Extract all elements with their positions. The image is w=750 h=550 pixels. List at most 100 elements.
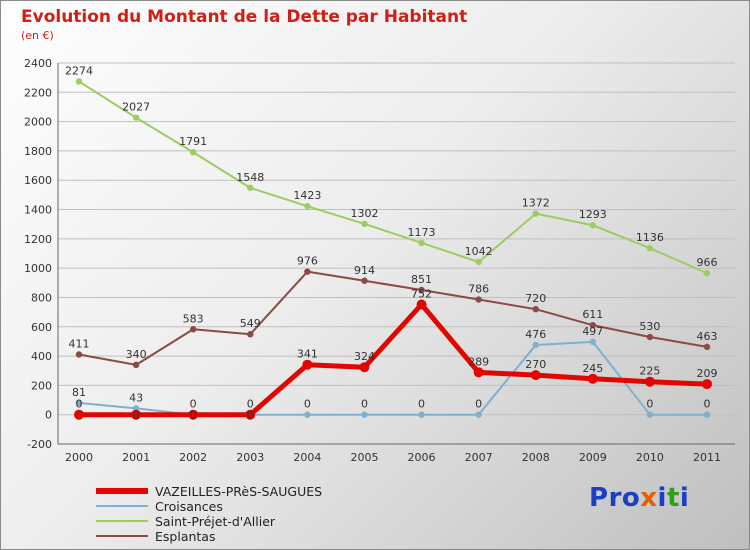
data-point xyxy=(359,362,370,373)
data-point xyxy=(416,299,427,310)
data-point xyxy=(302,359,313,370)
data-point xyxy=(475,258,482,266)
data-label: 0 xyxy=(190,409,197,422)
y-tick-label: 400 xyxy=(31,350,52,363)
data-point xyxy=(703,269,711,277)
x-tick-label: 2004 xyxy=(293,451,321,464)
data-label: 0 xyxy=(646,398,653,411)
data-label: 0 xyxy=(475,398,482,411)
data-label: 752 xyxy=(411,287,432,300)
data-label: 324 xyxy=(354,350,375,363)
data-label: 270 xyxy=(525,358,546,371)
data-label: 0 xyxy=(704,398,711,411)
data-point xyxy=(473,367,484,378)
data-point xyxy=(132,114,140,121)
logo-letter: r xyxy=(608,483,622,513)
data-label: 81 xyxy=(72,386,86,399)
data-point xyxy=(304,268,311,275)
data-label: 0 xyxy=(304,398,311,411)
series-line-2 xyxy=(78,80,708,275)
x-tick-label: 2001 xyxy=(122,451,150,464)
series-line-0 xyxy=(76,301,710,418)
data-point xyxy=(361,220,368,228)
logo-letter: i xyxy=(679,483,690,513)
data-point xyxy=(587,373,598,384)
data-point xyxy=(646,245,654,252)
x-tick-label: 2002 xyxy=(179,451,207,464)
data-point xyxy=(532,341,539,349)
data-label: 209 xyxy=(697,367,718,380)
data-label: 1791 xyxy=(179,135,207,148)
data-point xyxy=(646,411,654,418)
data-label: 0 xyxy=(190,398,197,411)
data-label: 463 xyxy=(697,330,718,343)
logo-letter: i xyxy=(657,483,667,513)
legend-label: Saint-Préjet-d'Allier xyxy=(155,513,276,529)
y-tick-label: 1800 xyxy=(24,145,52,158)
x-tick-label: 2009 xyxy=(579,451,607,464)
data-point xyxy=(245,409,256,420)
data-point xyxy=(703,343,711,351)
data-point xyxy=(532,210,539,217)
y-tick-label: 1000 xyxy=(24,262,52,275)
data-label: 1173 xyxy=(408,226,436,239)
data-label: 976 xyxy=(297,255,318,268)
y-tick-label: 1600 xyxy=(24,174,52,187)
data-label: 1042 xyxy=(465,245,493,258)
data-label: 340 xyxy=(126,348,147,361)
data-label: 2274 xyxy=(65,64,93,77)
data-label: 0 xyxy=(133,409,140,422)
data-label: 0 xyxy=(247,409,254,422)
data-label: 1423 xyxy=(293,189,321,202)
data-point xyxy=(247,184,254,192)
data-point xyxy=(418,411,425,418)
data-label: 0 xyxy=(247,398,254,411)
x-tick-label: 2008 xyxy=(522,451,550,464)
legend-line-sample xyxy=(96,505,148,507)
data-point xyxy=(247,331,254,338)
y-tick-label: 1200 xyxy=(24,233,52,246)
data-label: 225 xyxy=(639,365,660,378)
data-point xyxy=(74,409,84,420)
data-label: 786 xyxy=(468,283,489,296)
data-point xyxy=(646,333,654,341)
data-label: 1302 xyxy=(350,207,378,220)
y-tick-label: 2400 xyxy=(24,57,52,70)
data-label: 43 xyxy=(129,391,143,404)
data-point xyxy=(475,296,482,303)
y-tick-label: 2200 xyxy=(24,86,52,99)
legend-line-sample xyxy=(96,488,148,494)
x-tick-label: 2011 xyxy=(693,451,721,464)
data-point xyxy=(131,409,142,420)
legend-item: Saint-Préjet-d'Allier xyxy=(96,513,322,529)
line-chart: -200020040060080010001200140016001800200… xyxy=(24,57,735,464)
data-label: 341 xyxy=(297,348,318,361)
proxiti-logo: Proxiti xyxy=(589,483,689,513)
data-label: 1293 xyxy=(579,208,607,221)
data-point xyxy=(703,411,711,418)
x-tick-label: 2003 xyxy=(236,451,264,464)
data-point xyxy=(589,321,597,329)
data-point xyxy=(475,411,482,418)
data-label: 1136 xyxy=(636,231,664,244)
data-point xyxy=(304,411,311,418)
data-label: 476 xyxy=(525,328,546,341)
legend-line-sample xyxy=(96,535,148,537)
x-tick-label: 2006 xyxy=(408,451,436,464)
data-point xyxy=(75,399,83,407)
y-tick-label: 0 xyxy=(45,409,52,422)
y-tick-label: 200 xyxy=(31,379,52,392)
x-tick-label: 2000 xyxy=(65,451,93,464)
legend-item: Esplantas xyxy=(96,529,322,544)
data-label: 289 xyxy=(468,355,489,368)
y-tick-label: 1400 xyxy=(24,204,52,217)
data-label: 530 xyxy=(639,320,660,333)
data-point xyxy=(418,239,425,247)
y-tick-label: 800 xyxy=(31,291,52,304)
data-point xyxy=(589,338,597,346)
data-point xyxy=(530,370,541,381)
data-point xyxy=(644,376,655,387)
data-point xyxy=(132,361,140,369)
data-point xyxy=(361,411,368,418)
data-point xyxy=(532,305,539,313)
